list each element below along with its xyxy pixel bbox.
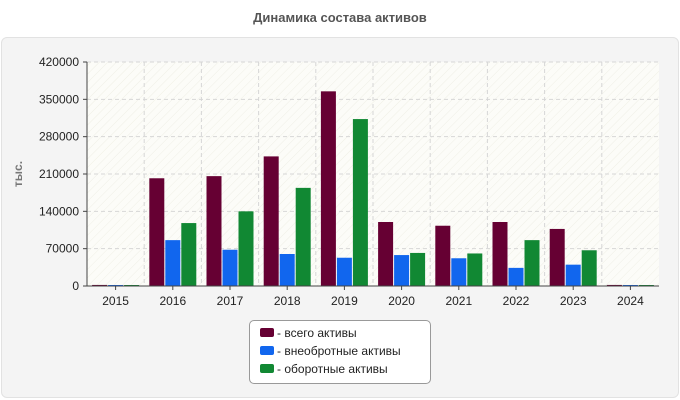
bar-layer (92, 91, 654, 286)
x-tick-label: 2017 (217, 294, 244, 308)
y-tick-label: 0 (72, 279, 79, 293)
y-tick-label: 210000 (39, 167, 79, 181)
legend-prefix: - (277, 326, 285, 340)
bar-3-2016 (181, 223, 197, 286)
x-tick-label: 2020 (388, 294, 415, 308)
y-tick-label: 70000 (46, 242, 80, 256)
legend-item-total: - всего активы (260, 325, 357, 341)
bar-2-2020 (394, 255, 410, 286)
bar-3-2020 (410, 252, 426, 286)
legend-swatch-current (260, 364, 274, 374)
bar-1-2022 (492, 222, 508, 286)
bar-2-2021 (451, 258, 467, 286)
x-tick-label: 2021 (445, 294, 472, 308)
bar-3-2022 (524, 240, 540, 286)
legend-label-current: оборотные активы (284, 362, 388, 376)
x-tick-label: 2022 (503, 294, 530, 308)
legend-item-noncurrent: - внеобротные активы (260, 343, 401, 359)
bar-3-2017 (238, 211, 254, 286)
x-tick-label: 2018 (274, 294, 301, 308)
bar-1-2015 (92, 284, 108, 286)
bar-1-2017 (206, 176, 222, 286)
y-tick-label: 280000 (39, 130, 79, 144)
legend-prefix: - (277, 344, 285, 358)
bar-1-2018 (263, 156, 279, 286)
legend-swatch-total (260, 328, 274, 338)
x-tick-label: 2024 (617, 294, 644, 308)
y-tick-label: 350000 (39, 92, 79, 106)
bar-3-2019 (352, 119, 368, 286)
legend-label-noncurrent: внеобротные активы (284, 344, 401, 358)
legend-swatch-noncurrent (260, 346, 274, 356)
bar-2-2017 (222, 249, 238, 286)
x-tick-label: 2016 (159, 294, 186, 308)
x-tick-label: 2019 (331, 294, 358, 308)
bar-1-2019 (320, 91, 336, 286)
bar-1-2024 (606, 284, 622, 286)
bar-1-2023 (549, 228, 565, 286)
bar-2-2016 (165, 240, 181, 286)
bar-2-2023 (565, 264, 581, 286)
y-tick-label: 420000 (39, 55, 79, 69)
chart-title: Динамика состава активов (253, 10, 427, 25)
bar-1-2020 (378, 222, 394, 286)
bar-3-2021 (467, 253, 483, 286)
bar-2-2019 (336, 257, 352, 286)
y-axis-label: тыс. (11, 161, 25, 187)
bar-1-2021 (435, 225, 451, 286)
bar-2-2018 (279, 254, 295, 286)
x-tick-label: 2015 (102, 294, 129, 308)
axis-layer: 0 70000 140000 210000 280000 350000 420000 2015… (39, 55, 659, 308)
bar-3-2018 (295, 187, 311, 286)
bar-2-2022 (508, 267, 524, 286)
bar-3-2023 (581, 250, 597, 286)
x-tick-label: 2023 (560, 294, 587, 308)
y-tick-label: 140000 (39, 204, 79, 218)
legend-item-current: - оборотные активы (260, 361, 388, 377)
chart-legend: - всего активы - внеобротные активы - об… (249, 320, 431, 384)
legend-prefix: - (277, 362, 285, 376)
bar-1-2016 (149, 178, 165, 286)
legend-label-total: всего активы (284, 326, 357, 340)
